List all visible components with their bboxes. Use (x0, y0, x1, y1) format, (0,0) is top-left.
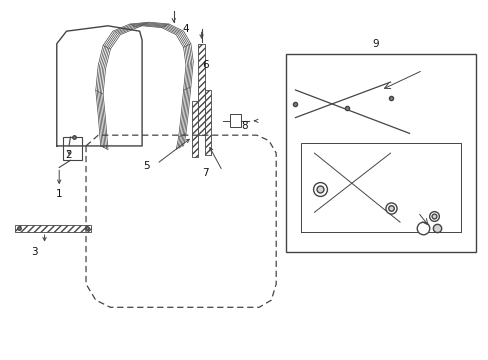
Bar (63, 137, 81, 160)
Text: 11: 11 (320, 236, 333, 246)
Text: 7: 7 (202, 168, 208, 178)
Text: 1: 1 (56, 189, 62, 199)
Text: 5: 5 (143, 161, 150, 171)
Text: 10: 10 (369, 78, 382, 88)
Text: 2: 2 (65, 150, 72, 160)
Text: 8: 8 (241, 121, 247, 131)
Bar (15, 225, 91, 232)
Text: 3: 3 (31, 247, 38, 257)
Bar (205, 90, 211, 155)
Text: 4: 4 (183, 24, 189, 35)
Bar (285, 54, 475, 252)
Text: 6: 6 (202, 60, 208, 70)
Bar (198, 44, 204, 135)
Text: 9: 9 (372, 39, 379, 49)
Bar (192, 101, 198, 157)
Bar (229, 114, 240, 127)
